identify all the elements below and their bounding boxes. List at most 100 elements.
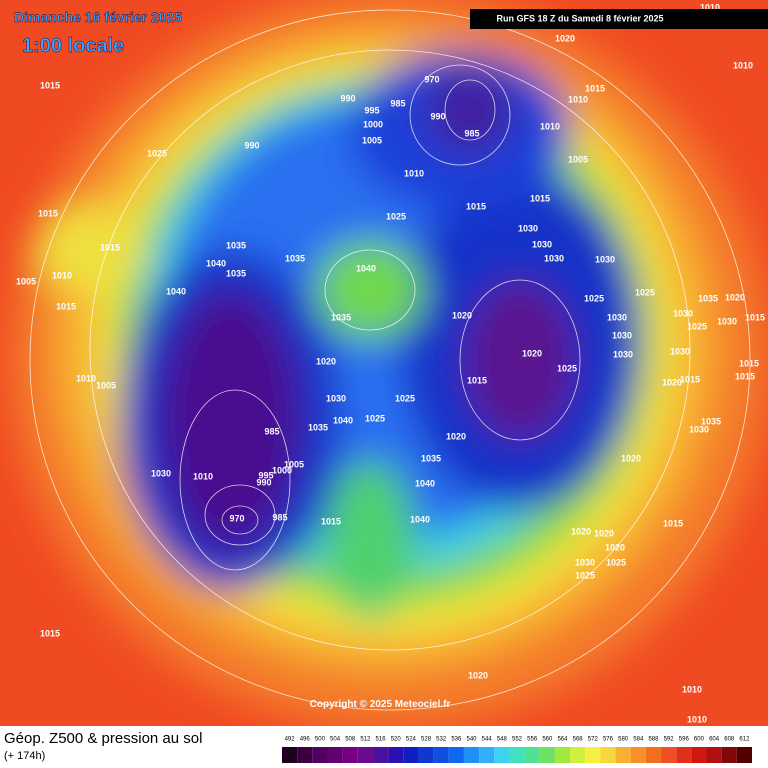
- pressure-label: 985: [272, 512, 287, 522]
- pressure-label: 1035: [308, 422, 328, 432]
- time: 1:00 locale: [22, 35, 124, 57]
- pressure-label: 1020: [662, 377, 682, 387]
- pressure-label: 995: [258, 470, 273, 480]
- pressure-label: 1015: [467, 375, 487, 385]
- pressure-label: 1015: [466, 201, 486, 211]
- pressure-label: 1010: [52, 270, 72, 280]
- scale-label: 512: [360, 737, 371, 743]
- pressure-label: 1030: [612, 330, 632, 340]
- pressure-label: 1030: [151, 468, 171, 478]
- copyright: Copyright © 2025 Meteociel.fr: [310, 699, 451, 710]
- pressure-label: 1000: [272, 465, 292, 475]
- run-banner: [470, 9, 768, 29]
- scale-swatch: [570, 747, 586, 763]
- scale-label: 584: [633, 737, 644, 743]
- pressure-label: 1010: [700, 2, 720, 12]
- pressure-label: 1005: [568, 154, 588, 164]
- scale-label: 568: [573, 737, 584, 743]
- scale-label: 504: [330, 737, 341, 743]
- pressure-label: 1005: [16, 276, 36, 286]
- pressure-label: 1040: [333, 415, 353, 425]
- pressure-label: 1005: [96, 380, 116, 390]
- pressure-label: 1040: [356, 263, 376, 273]
- pressure-label: 1025: [687, 321, 707, 331]
- pressure-label: 1005: [362, 135, 382, 145]
- pressure-label: 1010: [540, 121, 560, 131]
- scale-label: 492: [285, 737, 296, 743]
- scale-swatch: [615, 747, 631, 763]
- scale-label: 516: [376, 737, 387, 743]
- pressure-label: 1010: [568, 94, 588, 104]
- pressure-label: 1020: [555, 33, 575, 43]
- pressure-label: 985: [464, 128, 479, 138]
- pressure-label: 1030: [326, 393, 346, 403]
- pressure-label: 1015: [321, 516, 341, 526]
- scale-swatch: [312, 747, 328, 763]
- map: 1015102510151015101010051015104010401035…: [0, 0, 768, 726]
- pressure-label: 1015: [735, 371, 755, 381]
- pressure-label: 1020: [605, 542, 625, 552]
- pressure-label: 990: [256, 477, 271, 487]
- scale-swatch: [327, 747, 343, 763]
- scale-swatch: [691, 747, 707, 763]
- pressure-label: 1015: [38, 208, 58, 218]
- pressure-label: 1015: [40, 80, 60, 90]
- pressure-label: 1025: [557, 363, 577, 373]
- scale-label: 560: [542, 737, 553, 743]
- pressure-label: 1030: [613, 349, 633, 359]
- scale-label: 612: [739, 737, 750, 743]
- scale-swatch: [448, 747, 464, 763]
- scale-swatch: [463, 747, 480, 763]
- color-scale: 492 496 500 504 508 512 516 520 524 528 532 536 540 5…: [282, 737, 752, 763]
- pressure-label: 1025: [635, 287, 655, 297]
- scale-swatch: [403, 747, 419, 763]
- scale-label: 564: [557, 737, 568, 743]
- pressure-label: 1020: [571, 526, 591, 536]
- scale-swatch: [342, 747, 358, 763]
- scale-label: 528: [421, 737, 432, 743]
- scale-swatch: [388, 747, 404, 763]
- pressure-label: 985: [264, 426, 279, 436]
- pressure-label: 1025: [606, 557, 626, 567]
- pressure-label: 970: [229, 513, 244, 523]
- pressure-label: 1010: [687, 714, 707, 724]
- date: Dimanche 16 février 2025: [14, 9, 182, 25]
- scale-label: 576: [603, 737, 614, 743]
- pressure-label: 1020: [621, 453, 641, 463]
- scale-label: 596: [679, 737, 690, 743]
- pressure-label: 1020: [594, 528, 614, 538]
- pressure-label: 1035: [226, 240, 246, 250]
- pressure-label: 1025: [147, 148, 167, 158]
- scale-label: 532: [436, 737, 447, 743]
- scale-label: 608: [724, 737, 735, 743]
- pressure-label: 1010: [733, 60, 753, 70]
- pressure-label: 1020: [446, 431, 466, 441]
- pressure-label: 1020: [522, 348, 542, 358]
- pressure-label: 1025: [365, 413, 385, 423]
- pressure-label: 1025: [584, 293, 604, 303]
- scale-swatch: [479, 747, 495, 763]
- pressure-label: 1040: [415, 478, 435, 488]
- scale-label: 604: [709, 737, 720, 743]
- pressure-label: 1015: [745, 312, 765, 322]
- pressure-label: 1030: [689, 424, 709, 434]
- pressure-label: 1000: [363, 119, 383, 129]
- pressure-label: 990: [244, 140, 259, 150]
- scale-swatch: [585, 747, 601, 763]
- scale-swatch: [524, 747, 540, 763]
- footer-subtitle: (+ 174h): [4, 750, 46, 762]
- scale-label: 592: [664, 737, 675, 743]
- pressure-label: 1015: [680, 374, 700, 384]
- pressure-label: 1015: [663, 518, 683, 528]
- scale-swatch: [297, 747, 313, 763]
- pressure-label: 1015: [56, 301, 76, 311]
- pressure-label: 1035: [285, 253, 305, 263]
- pressure-label: 1040: [410, 514, 430, 524]
- pressure-label: 1035: [421, 453, 441, 463]
- scale-swatch: [357, 747, 373, 763]
- pressure-label: 1025: [575, 570, 595, 580]
- pressure-labels: 1015102510151015101010051015104010401035…: [16, 2, 765, 724]
- scale-swatch: [600, 747, 616, 763]
- pressure-label: 1015: [585, 83, 605, 93]
